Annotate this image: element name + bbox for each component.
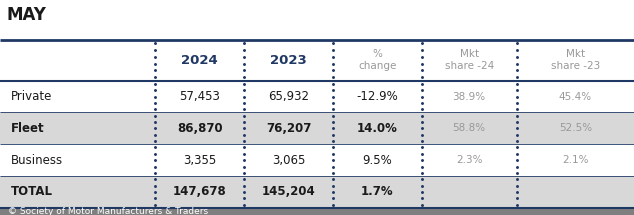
Bar (0, 112, 634, 144)
Text: 57,453: 57,453 (179, 90, 220, 103)
Text: 14.0%: 14.0% (357, 122, 398, 135)
Text: -12.9%: -12.9% (356, 90, 398, 103)
Bar (0, 208, 634, 215)
Text: TOTAL: TOTAL (11, 186, 53, 198)
Text: 58.8%: 58.8% (453, 123, 486, 133)
Text: Mkt
share -23: Mkt share -23 (551, 49, 600, 71)
Text: 2024: 2024 (181, 54, 218, 67)
Text: 3,065: 3,065 (272, 154, 305, 167)
Text: %
change: % change (358, 49, 396, 71)
Text: © Society of Motor Manufacturers & Traders: © Society of Motor Manufacturers & Trade… (8, 207, 208, 215)
Text: 65,932: 65,932 (268, 90, 309, 103)
Text: 9.5%: 9.5% (363, 154, 392, 167)
Text: 145,204: 145,204 (262, 186, 315, 198)
Bar (0, 176, 634, 208)
Text: Mkt
share -24: Mkt share -24 (444, 49, 494, 71)
Text: 1.7%: 1.7% (361, 186, 394, 198)
Text: Fleet: Fleet (11, 122, 44, 135)
Text: 2.3%: 2.3% (456, 155, 482, 165)
Text: Private: Private (11, 90, 52, 103)
Text: 147,678: 147,678 (173, 186, 226, 198)
Text: 38.9%: 38.9% (453, 92, 486, 101)
Text: Business: Business (11, 154, 63, 167)
Text: 45.4%: 45.4% (559, 92, 592, 101)
Text: MAY: MAY (6, 6, 46, 25)
Text: 86,870: 86,870 (177, 122, 223, 135)
Text: 2.1%: 2.1% (562, 155, 588, 165)
Text: 76,207: 76,207 (266, 122, 311, 135)
Text: 3,355: 3,355 (183, 154, 216, 167)
Text: 52.5%: 52.5% (559, 123, 592, 133)
Text: 2023: 2023 (270, 54, 307, 67)
